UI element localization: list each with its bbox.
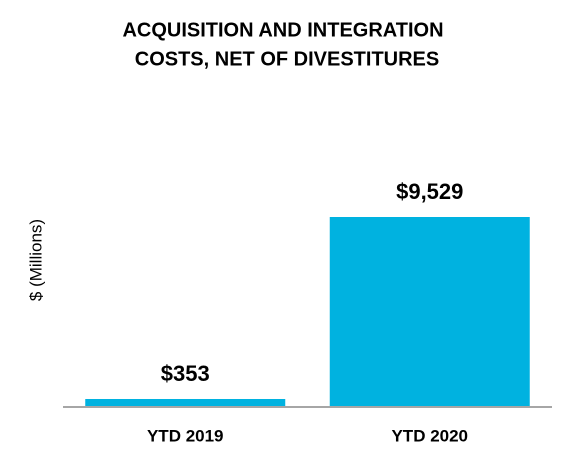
x-tick-label: YTD 2019 <box>147 426 224 445</box>
x-tick-label: YTD 2020 <box>391 426 468 445</box>
chart-title: ACQUISITION AND INTEGRATION <box>122 19 443 41</box>
bar <box>85 398 286 406</box>
value-label: $353 <box>161 361 210 386</box>
y-axis-label: $ (Millions) <box>26 219 45 301</box>
value-label: $9,529 <box>396 179 463 204</box>
chart-title: COSTS, NET OF DIVESTITURES <box>135 48 439 70</box>
bar <box>329 217 530 406</box>
